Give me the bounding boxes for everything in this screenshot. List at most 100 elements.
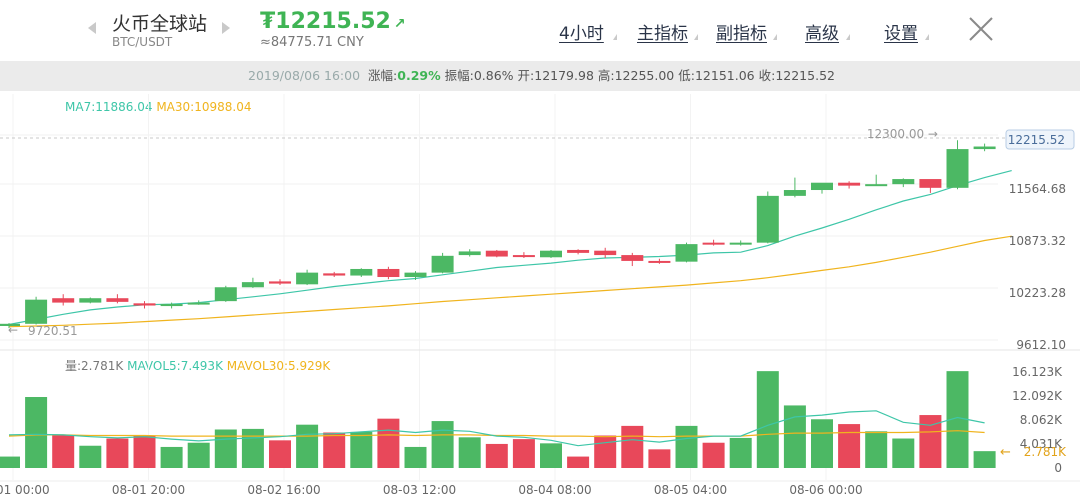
volume-bar [783, 405, 806, 468]
volume-bar [0, 456, 20, 468]
candle-body [377, 268, 400, 278]
candle-body [865, 184, 888, 187]
time-tick-label: 08-05 04:00 [654, 483, 727, 497]
candle-body [323, 273, 346, 276]
current-volume-arrow: ← [1000, 445, 1011, 460]
volume-bar [25, 397, 48, 468]
price-tick-label: 12300.00 [1009, 133, 1066, 147]
mavol30-line [8, 430, 985, 438]
amplitude-label: 振幅: [444, 68, 474, 83]
open-value: 12179.98 [534, 68, 594, 83]
candle-date: 2019/08/06 16:00 [248, 68, 361, 83]
close-icon[interactable] [968, 16, 994, 42]
ohlc-info-bar: 2019/08/06 16:00 涨幅:0.29% 振幅:0.86% 开:121… [0, 61, 1080, 91]
time-tick-label: 08-04 08:00 [518, 483, 591, 497]
amplitude-value: 0.86% [473, 68, 514, 83]
time-tick-label: 08-02 16:00 [247, 483, 320, 497]
volume-bar [187, 442, 210, 468]
high-label: 高: [597, 68, 615, 83]
price-tick-label: 9612.10 [1016, 338, 1066, 352]
volume-tick-label: 16.123K [1012, 365, 1063, 379]
volume-bar [919, 415, 942, 468]
volume-legend: 量:2.781K MAVOL5:7.493K MAVOL30:5.929K [65, 357, 330, 374]
settings-dropdown-icon [925, 34, 929, 40]
current-volume-label: 2.781K [1024, 445, 1067, 459]
volume-bar [323, 432, 346, 468]
advanced-dropdown-icon [846, 34, 850, 40]
candle-body [567, 249, 590, 253]
volume-bar [79, 445, 102, 468]
prev-pair-icon[interactable] [88, 22, 96, 34]
cny-price: ≈84775.71 CNY [260, 35, 364, 50]
candle-body [350, 268, 373, 276]
ma7-legend: MA7:11886.04 [65, 100, 153, 114]
volume-bar [214, 429, 237, 468]
change-label: 涨幅: [368, 68, 398, 83]
volume-bar [404, 446, 427, 468]
low-label: 低: [678, 68, 695, 83]
main-indicator-dropdown-icon [694, 34, 698, 40]
volume-bar [106, 438, 129, 468]
candle-body [296, 272, 319, 285]
candle-body [648, 260, 671, 263]
volume-bar [811, 419, 833, 468]
volume-bar [865, 431, 888, 468]
change-value: 0.29% [397, 68, 441, 83]
volume-bar [377, 418, 400, 468]
min-price-arrow: ← [8, 323, 18, 337]
price-tick-label: 10223.28 [1009, 286, 1066, 300]
ma-legend: MA7:11886.04 MA30:10988.04 [65, 100, 251, 114]
volume-bar [485, 443, 508, 468]
settings-button[interactable]: 设置 [884, 24, 918, 44]
volume-bar [512, 439, 535, 468]
candle-body [811, 182, 833, 191]
ohlc-info-text: 2019/08/06 16:00 涨幅:0.29% 振幅:0.86% 开:121… [248, 61, 835, 91]
candle-body [431, 255, 454, 273]
volume-bar [133, 435, 156, 468]
price-up-arrow-icon: ↗ [393, 16, 406, 32]
ma30-legend: MA30:10988.04 [156, 100, 252, 114]
candle-body [106, 298, 129, 302]
pair-name: 火币全球站 [112, 13, 208, 35]
candle-body [973, 146, 996, 150]
candle-body [919, 179, 942, 188]
next-pair-icon[interactable] [222, 22, 230, 34]
volume-bar [431, 421, 454, 468]
volume-tick-label: 8.062K [1020, 413, 1063, 427]
ma30-line [8, 235, 1012, 328]
ma7-line [8, 170, 1012, 326]
volume-bar [648, 449, 671, 468]
mavol30-legend: MAVOL30:5.929K [226, 359, 331, 373]
volume-bar [621, 425, 644, 468]
volume-bar [296, 424, 319, 468]
interval-button[interactable]: 4小时 [559, 24, 604, 44]
open-label: 开: [517, 68, 535, 83]
candle-body [485, 250, 508, 257]
advanced-button[interactable]: 高级 [805, 24, 839, 44]
candle-body [946, 149, 969, 188]
candle-body [160, 304, 183, 307]
time-tick-label: 08-01 00:00 [0, 483, 50, 497]
mavol5-legend: MAVOL5:7.493K [127, 359, 223, 373]
volume-bar [52, 435, 75, 468]
time-tick-label: 08-01 20:00 [112, 483, 185, 497]
interval-dropdown-icon [613, 34, 617, 40]
candle-body [675, 244, 698, 262]
volume-bar [160, 446, 183, 468]
volume-bar [269, 440, 291, 468]
volume-bar [675, 425, 698, 468]
last-price: ₮12215.52 ↗ [260, 9, 406, 34]
last-price-value: ₮12215.52 [260, 9, 391, 34]
mavol5-line [8, 410, 985, 447]
high-value: 12255.00 [614, 68, 675, 83]
sub-indicator-button[interactable]: 副指标 [716, 24, 767, 44]
main-indicator-button[interactable]: 主指标 [637, 24, 688, 44]
time-tick-label: 08-03 12:00 [383, 483, 456, 497]
price-tick-label: 10873.32 [1009, 234, 1066, 248]
candle-body [52, 298, 75, 303]
volume-tick-label: 12.092K [1012, 389, 1063, 403]
candle-body [540, 250, 562, 258]
candle-body [133, 303, 156, 306]
candle-body [783, 190, 806, 196]
volume-bar [702, 442, 725, 468]
